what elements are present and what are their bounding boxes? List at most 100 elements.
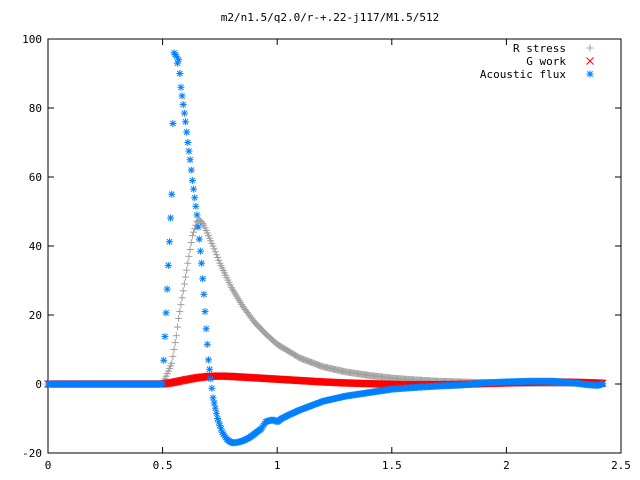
data-point <box>216 421 224 429</box>
data-point <box>177 83 185 91</box>
data-point <box>186 156 194 164</box>
data-point <box>171 339 179 347</box>
data-point <box>190 185 198 193</box>
y-tick-label: 0 <box>35 378 42 391</box>
data-point <box>168 359 176 367</box>
x-tick-label: 1 <box>274 459 281 472</box>
legend-marker <box>586 57 594 65</box>
data-point <box>184 139 192 146</box>
data-point <box>195 235 203 243</box>
data-point <box>185 147 193 155</box>
data-point <box>212 409 220 417</box>
data-point <box>209 242 217 250</box>
data-point <box>179 101 187 109</box>
data-point <box>193 211 201 219</box>
data-point <box>169 120 177 128</box>
data-point <box>196 247 204 255</box>
data-point <box>203 340 211 348</box>
data-point <box>200 290 208 298</box>
x-tick-label: 2 <box>503 459 510 472</box>
data-point <box>184 259 192 267</box>
data-point <box>207 375 215 383</box>
y-tick-label: 40 <box>29 240 42 253</box>
legend-label: R stress <box>513 42 566 55</box>
y-tick-label: 80 <box>29 102 42 115</box>
legend-label: Acoustic flux <box>480 68 566 81</box>
x-tick-label: 0.5 <box>153 459 173 472</box>
data-point <box>199 220 207 228</box>
y-tick-label: -20 <box>22 447 42 460</box>
data-point <box>178 294 186 302</box>
data-point <box>599 380 607 388</box>
data-point <box>170 346 178 353</box>
data-point <box>177 301 185 309</box>
series-r-stress <box>44 216 607 388</box>
x-tick-label: 1.5 <box>382 459 402 472</box>
data-point <box>176 70 184 77</box>
data-point <box>204 356 212 364</box>
y-tick-label: 100 <box>22 33 42 46</box>
data-point <box>182 273 190 281</box>
data-point <box>211 248 219 256</box>
data-point <box>187 239 195 247</box>
data-point <box>209 394 217 402</box>
legend-label: G work <box>526 55 566 68</box>
plot-frame <box>47 38 622 454</box>
x-tick-label: 0 <box>45 459 52 472</box>
data-point <box>208 384 216 392</box>
data-point <box>187 166 195 174</box>
data-point <box>163 285 171 293</box>
data-point <box>179 287 187 295</box>
data-point <box>198 259 206 267</box>
data-point <box>183 266 191 274</box>
legend-marker <box>586 44 594 52</box>
data-point <box>191 194 199 202</box>
data-point <box>201 308 209 316</box>
data-point <box>217 425 225 433</box>
data-marks <box>44 49 607 447</box>
data-point <box>160 356 168 364</box>
data-point <box>215 256 223 264</box>
data-point <box>180 280 188 288</box>
data-point <box>175 314 183 322</box>
chart-title: m2/n1.5/q2.0/r-+.22-j117/M1.5/512 <box>221 11 440 24</box>
data-point <box>202 325 210 333</box>
data-point <box>210 399 218 407</box>
data-point <box>183 128 191 136</box>
legend-marker <box>586 70 594 78</box>
x-tick-label: 2.5 <box>611 459 631 472</box>
data-point <box>210 245 218 253</box>
data-point <box>180 109 188 117</box>
data-point <box>159 380 167 388</box>
series-acoustic-flux <box>44 49 607 447</box>
y-tick-label: 20 <box>29 309 42 322</box>
data-point <box>211 404 219 412</box>
data-point <box>190 228 198 236</box>
data-point <box>188 232 196 240</box>
data-point <box>212 251 220 259</box>
data-point <box>169 352 177 360</box>
data-point <box>162 309 170 317</box>
data-point <box>172 52 180 60</box>
data-point <box>192 202 200 210</box>
data-point <box>167 214 175 222</box>
y-tick-label: 60 <box>29 171 42 184</box>
data-point <box>188 176 196 184</box>
data-point <box>161 333 169 341</box>
data-point <box>164 261 172 269</box>
data-point <box>176 308 184 316</box>
data-point <box>182 118 190 126</box>
data-point <box>186 245 194 253</box>
data-point <box>178 92 186 100</box>
data-point <box>199 275 207 283</box>
data-point <box>194 223 202 231</box>
data-point <box>173 323 181 331</box>
data-point <box>165 238 173 246</box>
data-point <box>214 254 222 261</box>
data-point <box>206 365 214 373</box>
data-point <box>173 59 181 67</box>
data-point <box>168 190 176 198</box>
